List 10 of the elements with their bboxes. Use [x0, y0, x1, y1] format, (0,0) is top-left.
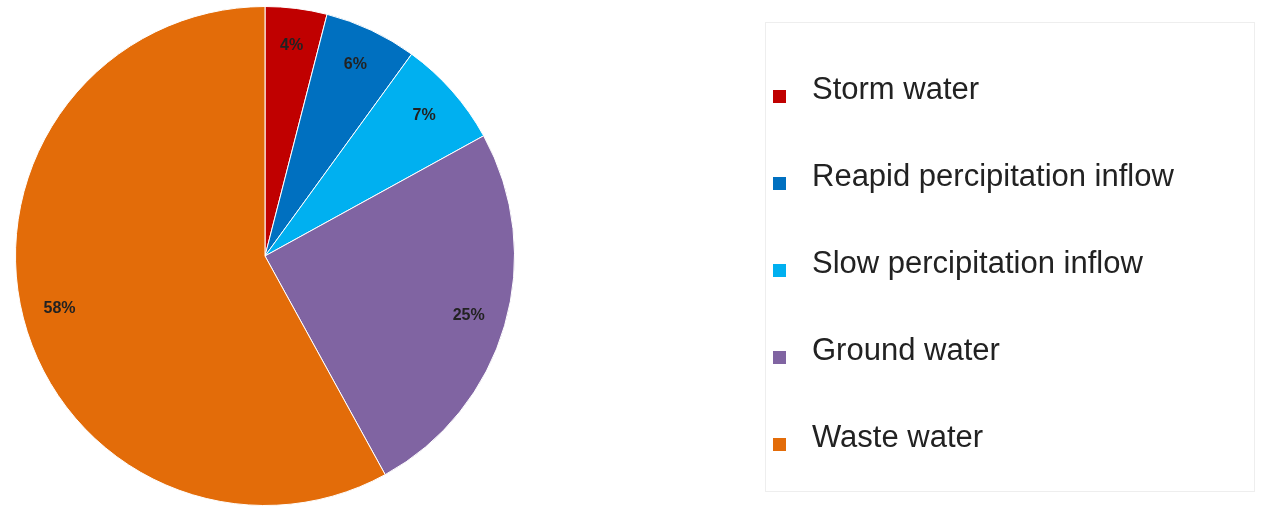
- data-label: 6%: [343, 54, 367, 72]
- data-label: 58%: [43, 299, 76, 317]
- legend-label: Slow percipitation inflow: [812, 244, 1143, 281]
- legend-label: Ground water: [812, 331, 1000, 368]
- data-label: 25%: [452, 305, 485, 323]
- legend-label: Reapid percipitation inflow: [812, 157, 1174, 194]
- legend-label: Waste water: [812, 418, 984, 455]
- data-label: 4%: [280, 36, 304, 53]
- legend-label: Storm water: [812, 70, 980, 107]
- data-label: 7%: [412, 106, 436, 124]
